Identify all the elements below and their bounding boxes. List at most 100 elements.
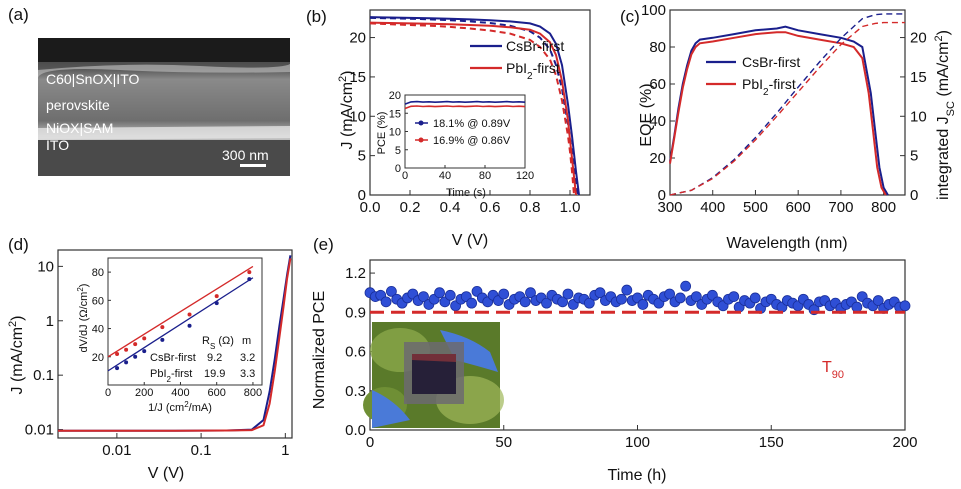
panel-c-legend: CsBr-first PbI2-first — [706, 54, 800, 98]
panel-b-series-2 — [369, 21, 577, 196]
panel-e-ytick-label-0: 0.0 — [345, 422, 366, 439]
panel-b-xtick-label-5: 1.0 — [560, 199, 581, 216]
panel-e-ytick-label-4: 1.2 — [345, 265, 366, 282]
panel-c-right-ytick-label-1: 5 — [910, 148, 918, 165]
panel-d-ytick-label-0: 0.01 — [25, 422, 54, 439]
panel-e-point-3 — [380, 296, 392, 308]
panel-label-e: (e) — [313, 235, 334, 254]
panel-b-ytick-label-0: 0 — [358, 187, 366, 204]
panel-c-ytick-label-3: 60 — [649, 76, 666, 93]
panel-d-xtick-label-1: 0.1 — [191, 442, 212, 459]
inset-d-point-0-5 — [187, 323, 192, 328]
inset-d-point-0-6 — [214, 301, 219, 306]
panel-b-chart: 0.0 0.2 0.4 0.6 0.8 1.0 0 5 10 15 20 — [349, 9, 591, 216]
inset-d-point-1-3 — [142, 336, 147, 341]
panel-e-point-36 — [557, 296, 568, 308]
panel-e-xtick-label-0: 0 — [366, 434, 374, 451]
panel-c-right-ytick-label-0: 0 — [910, 187, 918, 204]
inset-d-point-1-4 — [160, 325, 165, 330]
inset-d-ytick-label-3: 80 — [92, 267, 104, 279]
panel-label-d: (d) — [8, 235, 29, 254]
layer-label-ito: ITO — [46, 137, 69, 153]
scale-bar — [240, 164, 266, 167]
panel-d-ytick-label-1: 0.1 — [33, 367, 54, 384]
inset-d-ytick-label-2: 60 — [92, 295, 104, 307]
inset-d-point-0-2 — [133, 354, 138, 359]
inset-b-ytick-label-3: 15 — [389, 108, 401, 120]
panel-e-point-72 — [749, 292, 761, 304]
panel-e-point-100 — [899, 300, 911, 312]
panel-e-ytick-label-2: 0.6 — [345, 344, 366, 361]
panel-e-point-41 — [583, 297, 595, 309]
legend-pbi2: PbI2-first — [506, 60, 560, 82]
panel-d-ylabel: J (mA/cm2) — [7, 316, 26, 395]
panel-c-ylabel: EQE (%) — [638, 83, 655, 146]
panel-e-point-25 — [498, 288, 510, 300]
panel-e-point-91 — [851, 301, 863, 313]
inset-d-fit-1 — [107, 265, 254, 358]
inset-d-row2-m: 3.3 — [240, 368, 255, 380]
panel-e-point-13 — [434, 287, 445, 299]
panel-b-series-3 — [369, 22, 575, 196]
scale-bar-label: 300 nm — [222, 147, 269, 163]
panel-e-point-15 — [444, 289, 456, 301]
panel-b-ylabel: J (mA/cm2) — [337, 71, 356, 150]
panel-b-frame — [369, 9, 591, 196]
layer-label-nio: NiOX|SAM — [46, 120, 113, 136]
panel-label-b: (b) — [306, 7, 327, 26]
panel-c-frame — [669, 9, 906, 196]
inset-d-point-0-0 — [115, 366, 120, 371]
panel-c-ytick-label-0: 0 — [658, 187, 666, 204]
panel-c-xtick-label-0: 300 — [657, 199, 682, 216]
panel-e-xtick-label-1: 50 — [495, 434, 512, 451]
panel-c-right-ytick-label-3: 15 — [910, 69, 927, 86]
panel-e-xtick-label-3: 150 — [759, 434, 784, 451]
inset-b-xtick-label-0: 0 — [402, 170, 408, 182]
t90-label: T90 — [822, 359, 844, 381]
panel-b-xtick-label-1: 0.2 — [400, 199, 421, 216]
inset-d-ytick-label-0: 20 — [92, 352, 104, 364]
panel-e-point-59 — [680, 280, 692, 292]
panel-e-point-51 — [637, 299, 649, 310]
panel-label-a: (a) — [8, 5, 29, 24]
inset-d-point-1-6 — [214, 294, 219, 299]
panel-b-ytick-label-4: 20 — [349, 30, 366, 47]
inset-d-ylabel: dV/dJ (Ω/cm2) — [76, 284, 91, 353]
panel-d-inset: 0 200 400 600 800 20 40 60 80 — [92, 257, 263, 399]
panel-b-xtick-label-4: 0.8 — [520, 199, 541, 216]
inset-d-xtick-label-2: 400 — [171, 387, 189, 399]
panel-d-series-1 — [58, 258, 292, 432]
panel-b-xlabel: V (V) — [452, 232, 488, 249]
inset-b-xlabel: Time (s) — [446, 187, 486, 199]
panel-e-xtick-label-2: 100 — [625, 434, 650, 451]
panel-c-ytick-label-2: 40 — [649, 113, 666, 130]
panel-label-c: (c) — [620, 7, 640, 26]
panel-b-ytick-label-1: 5 — [358, 148, 366, 165]
panel-e-point-19 — [466, 297, 478, 309]
layer-label-perovskite: perovskite — [46, 97, 110, 113]
inset-d-row2-rs: 19.9 — [204, 368, 225, 380]
inset-b-xtick-label-1: 40 — [439, 170, 451, 182]
inset-b-ytick-label-4: 20 — [389, 90, 401, 102]
inset-d-point-1-1 — [124, 347, 129, 352]
panel-c-xtick-label-5: 800 — [871, 199, 896, 216]
panel-c-ytick-label-5: 100 — [641, 2, 666, 19]
layer-label-c60: C60|SnOX|ITO — [46, 71, 139, 87]
panel-c-series-1 — [669, 31, 887, 196]
panel-b-inset: 0 40 80 120 0 5 10 15 20 — [389, 90, 534, 182]
inset-d-point-0-3 — [142, 349, 147, 354]
panel-e-point-68 — [728, 291, 740, 303]
legend-c-csbr: CsBr-first — [742, 54, 800, 70]
inset-d-point-1-2 — [133, 342, 138, 347]
panel-e-point-37 — [562, 288, 574, 300]
panel-e-ylabel: Normalized PCE — [311, 291, 328, 409]
inset-d-xtick-label-4: 800 — [244, 387, 262, 399]
panel-c-right-ytick-label-2: 10 — [910, 108, 927, 125]
device-photo-inset — [363, 322, 504, 428]
panel-c-xtick-label-1: 400 — [700, 199, 725, 216]
inset-d-xtick-label-3: 600 — [208, 387, 226, 399]
inset-d-xtick-label-1: 200 — [135, 387, 153, 399]
inset-d-xlabel: 1/J (cm2/mA) — [148, 400, 212, 415]
inset-d-header-m: m — [242, 335, 251, 347]
